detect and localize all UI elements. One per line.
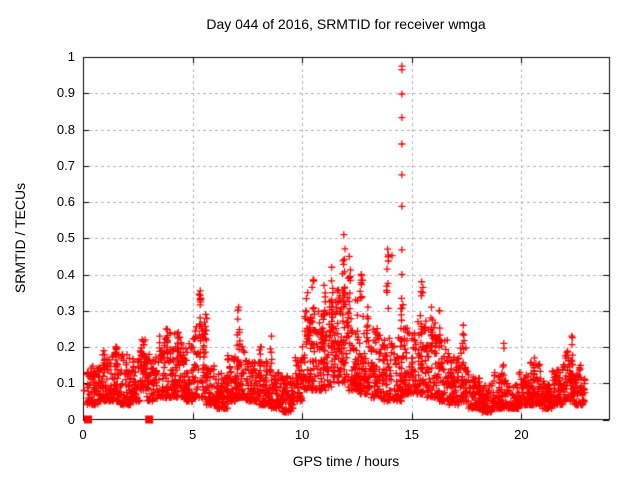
x-tick-label: 0	[79, 427, 87, 442]
chart-title: Day 044 of 2016, SRMTID for receiver wmg…	[206, 16, 486, 32]
y-tick-label: 0	[67, 411, 75, 427]
x-axis-title: GPS time / hours	[292, 453, 400, 469]
y-tick-label: 0.5	[56, 230, 75, 246]
x-tick-label: 5	[188, 427, 197, 442]
y-tick-label: 0.3	[56, 302, 75, 318]
x-tick-label: 10	[294, 427, 310, 442]
y-tick-label: 0.8	[56, 121, 75, 137]
y-tick-label: 0.6	[56, 194, 75, 209]
y-tick-label: 0.1	[56, 375, 75, 391]
x-tick-label: 20	[514, 427, 529, 442]
y-tick-label: 0.9	[56, 85, 75, 101]
x-tick-label: 15	[404, 427, 419, 442]
y-tick-label: 0.7	[56, 157, 75, 173]
y-tick-label: 1	[67, 49, 75, 64]
y-tick-label: 0.2	[56, 339, 75, 354]
y-tick-label: 0.4	[56, 266, 75, 282]
